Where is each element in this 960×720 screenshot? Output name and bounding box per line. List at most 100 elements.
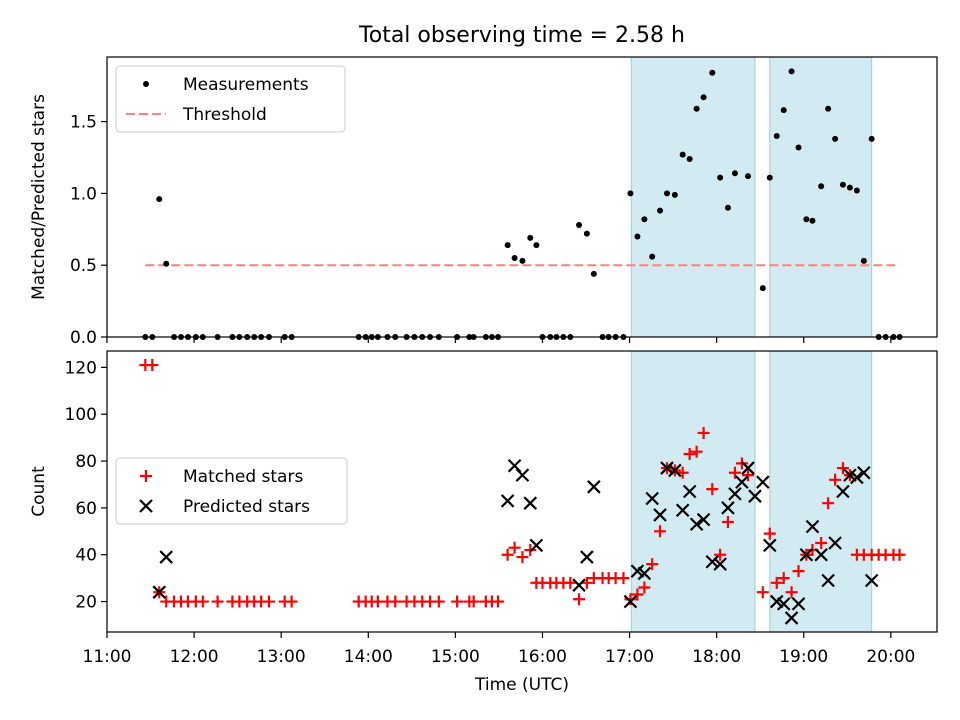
data-point	[828, 536, 842, 550]
data-point	[668, 463, 682, 478]
data-point	[788, 68, 795, 75]
data-point	[641, 216, 648, 223]
data-point	[770, 576, 783, 589]
data-point	[590, 270, 597, 277]
y-tick-label: 100	[65, 405, 97, 425]
data-point	[809, 217, 816, 224]
chart-panels: 0.0 0.5 1.0 1.5 Matched/Predicted stars Measu…	[29, 56, 938, 695]
data-point	[689, 517, 704, 532]
data-point	[777, 572, 790, 585]
data-point	[573, 593, 586, 606]
data-point	[653, 508, 667, 522]
data-point	[634, 233, 641, 240]
data-point	[773, 132, 780, 139]
y-tick-label: 0.0	[70, 328, 97, 348]
data-point	[728, 466, 741, 479]
data-point	[700, 94, 707, 101]
legend-marker	[139, 499, 153, 513]
data-point	[745, 173, 752, 180]
y-axis-label: Count	[29, 466, 49, 517]
legend: Matched stars Predicted stars	[115, 457, 348, 525]
x-tick-label: 17:00	[605, 647, 654, 667]
data-point	[850, 470, 864, 485]
data-point	[853, 187, 860, 194]
data-point	[660, 461, 674, 475]
data-point	[657, 207, 664, 214]
panel-1: 0.0 0.5 1.0 1.5 Matched/Predicted stars Measu…	[29, 56, 938, 348]
legend-label: Threshold	[182, 105, 267, 125]
data-point	[780, 107, 787, 114]
data-point	[763, 527, 776, 540]
data-point	[389, 595, 402, 608]
data-point	[846, 184, 853, 191]
data-point	[839, 181, 846, 188]
data-point	[624, 593, 637, 606]
data-point	[731, 170, 738, 177]
data-point	[864, 573, 879, 588]
data-point	[748, 489, 762, 503]
data-point	[836, 462, 849, 475]
y-tick-label: 20	[75, 593, 97, 613]
data-point	[533, 242, 540, 249]
data-point	[683, 448, 696, 461]
data-point	[814, 547, 828, 562]
data-point	[799, 547, 814, 562]
data-point	[728, 487, 742, 501]
data-point	[159, 550, 174, 564]
data-point	[717, 174, 724, 181]
data-point	[690, 445, 703, 458]
x-tick-label: 20:00	[866, 647, 915, 667]
legend: Measurements Threshold	[115, 65, 346, 133]
data-point	[893, 548, 906, 561]
series-predicted-stars	[152, 458, 879, 625]
data-point	[432, 595, 445, 608]
data-point	[649, 253, 656, 260]
data-point	[805, 519, 820, 534]
x-tick-label: 12:00	[170, 647, 219, 667]
y-tick-label: 1.5	[70, 113, 97, 133]
data-point	[696, 512, 711, 527]
data-point	[627, 190, 634, 197]
data-point	[508, 541, 521, 554]
data-point	[756, 586, 769, 599]
data-point	[156, 196, 163, 203]
y-tick-label: 120	[65, 358, 97, 378]
data-point	[211, 595, 224, 608]
data-point	[832, 135, 839, 142]
data-point	[617, 572, 630, 585]
data-point	[675, 503, 690, 518]
data-point	[735, 475, 749, 489]
data-point	[822, 497, 835, 510]
data-point	[516, 551, 529, 564]
data-point	[741, 461, 755, 475]
shaded-interval	[630, 56, 756, 338]
data-point	[706, 483, 719, 496]
data-point	[759, 285, 766, 292]
data-point	[500, 494, 515, 508]
y-tick-label: 0.5	[70, 256, 97, 276]
shaded-interval	[769, 350, 873, 633]
data-point	[693, 105, 700, 112]
data-point	[262, 595, 275, 608]
data-point	[285, 595, 298, 608]
data-point	[529, 538, 544, 553]
data-point	[679, 151, 686, 158]
data-point	[583, 230, 590, 237]
data-point	[829, 473, 842, 486]
data-point	[742, 469, 755, 482]
data-point	[580, 550, 594, 564]
data-point	[785, 586, 798, 599]
data-point	[504, 242, 511, 249]
y-axis-label: Matched/Predicted stars	[29, 94, 49, 300]
data-point	[857, 465, 871, 480]
x-tick-label: 13:00	[257, 647, 306, 667]
data-point	[623, 594, 638, 609]
x-axis-label: Time (UTC)	[474, 675, 569, 695]
data-point	[492, 595, 505, 608]
data-point	[756, 475, 770, 489]
data-point	[709, 69, 716, 76]
legend-label: Matched stars	[183, 467, 303, 487]
x-tick-label: 19:00	[779, 647, 828, 667]
data-point	[587, 480, 601, 494]
data-point	[515, 468, 530, 482]
